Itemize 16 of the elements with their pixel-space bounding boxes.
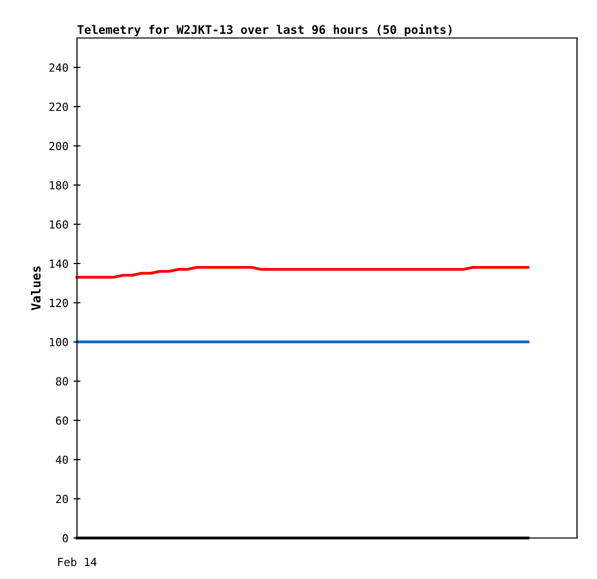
y-tick-label: 20 [56,494,68,504]
y-axis-title: Values [30,266,41,310]
y-tick-label: 200 [49,142,68,150]
y-tick-label: 240 [49,63,68,72]
y-tick-label: 40 [56,456,68,464]
y-tick-label: 80 [56,377,68,386]
y-tick-label: 220 [49,102,68,112]
chart-title: Telemetry for W2JKT-13 over last 96 hours (50 points) [78,24,452,36]
y-tick-label: 60 [56,416,68,425]
y-tick-label: 180 [50,181,68,190]
y-tick-label: 140 [50,259,68,268]
y-tick-label: 100 [50,338,68,346]
y-tick-label: 160 [50,220,68,229]
y-tick-label: 120 [50,298,68,308]
text: Feb 14 [58,558,97,566]
y-tick-label: 0 [62,534,68,542]
